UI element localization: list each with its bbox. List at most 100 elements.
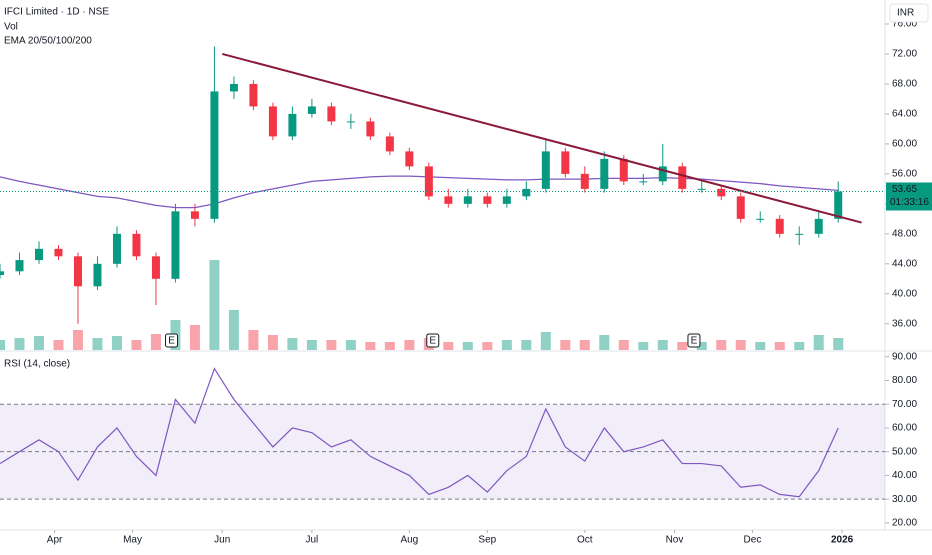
candle-body <box>814 218 823 234</box>
volume-bar <box>189 325 200 350</box>
volume-bar <box>267 335 278 350</box>
volume-bar <box>482 342 493 350</box>
candle-body <box>366 121 375 137</box>
candle-body <box>307 106 316 114</box>
y-tick-label: 50.00 <box>892 446 917 457</box>
candle-body <box>288 113 297 137</box>
volume-bar <box>755 342 766 350</box>
trendline <box>221 52 862 224</box>
y-tick-label: 90.00 <box>892 351 917 362</box>
candle-body <box>678 166 687 189</box>
candle-body <box>736 196 745 219</box>
candle-body <box>0 271 4 276</box>
volume-bar <box>657 340 668 350</box>
volume-bar <box>384 342 395 350</box>
volume-bar <box>14 338 25 350</box>
rsi-line <box>0 367 839 498</box>
volume-bar <box>248 330 259 350</box>
candle-body <box>658 166 667 182</box>
candle-body <box>600 158 609 189</box>
y-tick-label: 40.00 <box>892 470 917 481</box>
volume-bar <box>560 340 571 350</box>
y-tick-label: 30.00 <box>892 494 917 505</box>
candle-body <box>717 188 726 197</box>
x-tick-label: Oct <box>577 535 593 546</box>
volume-bar <box>443 342 454 350</box>
candle-body <box>385 136 394 152</box>
volume-bar <box>33 336 44 350</box>
x-tick-label: Sep <box>478 535 496 546</box>
rsi-title: RSI (14, close) <box>4 359 70 370</box>
candle-body <box>34 248 43 261</box>
x-tick-label: Dec <box>744 535 762 546</box>
candle-body <box>346 121 355 123</box>
candle-body <box>502 196 511 204</box>
candle-body <box>522 188 531 197</box>
volume-bar <box>365 342 376 350</box>
last-price-box <box>886 182 932 211</box>
volume-bar <box>638 342 649 350</box>
x-tick-label: Aug <box>400 535 418 546</box>
x-tick-label: Nov <box>666 535 684 546</box>
y-tick-label: 48.00 <box>892 228 917 239</box>
event-marker-box <box>165 333 179 348</box>
y-tick-label: 36.00 <box>892 318 917 329</box>
x-tick-label: Apr <box>47 535 63 546</box>
volume-bar <box>92 338 103 350</box>
volume-bar <box>326 340 337 350</box>
currency-box[interactable] <box>889 3 929 23</box>
candle-body <box>190 211 199 219</box>
y-tick-label: 68.00 <box>892 79 917 90</box>
volume-bar <box>716 340 727 350</box>
candle-body <box>834 191 843 219</box>
candle-body <box>93 263 102 287</box>
ema-legend: EMA 20/50/100/200 <box>4 36 92 47</box>
x-tick-label: Jun <box>214 535 230 546</box>
volume-bar <box>774 342 785 350</box>
candle-body <box>151 256 160 279</box>
volume-bar <box>462 342 473 350</box>
volume-bar <box>345 340 356 350</box>
volume-bar <box>150 334 161 350</box>
volume-bar <box>696 342 707 350</box>
y-tick-label: 44.00 <box>892 258 917 269</box>
event-marker: E <box>691 336 698 347</box>
candle-body <box>229 83 238 92</box>
candle-body <box>639 181 648 183</box>
volume-bar <box>735 340 746 350</box>
volume-bar <box>521 340 532 350</box>
volume-bar <box>306 340 317 350</box>
y-tick-label: 20.00 <box>892 518 917 529</box>
x-tick-label: May <box>123 535 142 546</box>
candle-body <box>775 218 784 234</box>
volume-bar <box>72 330 83 350</box>
candle-body <box>171 211 180 279</box>
volume-bar <box>833 338 844 350</box>
event-marker-box <box>426 333 440 348</box>
candle-body <box>327 106 336 122</box>
candle-body <box>580 173 589 189</box>
y-tick-label: 70.00 <box>892 399 917 410</box>
volume-bar <box>794 342 805 350</box>
y-tick-label: 60.00 <box>892 139 917 150</box>
last-price: 53.65 <box>892 184 917 195</box>
volume-bar <box>209 260 220 350</box>
event-marker-box <box>687 333 701 348</box>
volume-bar <box>287 338 298 350</box>
volume-bar <box>540 332 551 350</box>
y-tick-label: 64.00 <box>892 109 917 120</box>
candle-body <box>249 83 258 107</box>
y-tick-label: 56.00 <box>892 169 917 180</box>
candle-body <box>463 196 472 204</box>
candle-body <box>132 233 141 257</box>
volume-bar <box>813 335 824 350</box>
candle-body <box>541 151 550 189</box>
candle-body <box>795 233 804 235</box>
candle-body <box>756 218 765 220</box>
y-tick-label: 80.00 <box>892 375 917 386</box>
candle-body <box>54 248 63 257</box>
y-tick-label: 40.00 <box>892 288 917 299</box>
candle-body <box>112 233 121 264</box>
currency[interactable]: INR <box>897 8 914 19</box>
chart-title: IFCI Limited · 1D · NSE <box>4 7 109 18</box>
